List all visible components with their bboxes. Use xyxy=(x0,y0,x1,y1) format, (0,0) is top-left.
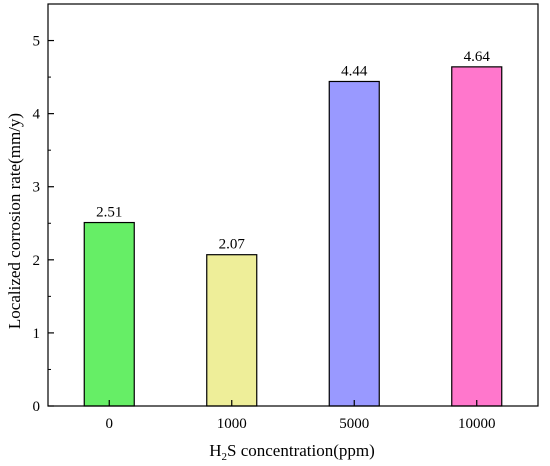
x-axis-title-subscript: 2 xyxy=(222,451,228,463)
bar-data-label: 2.07 xyxy=(219,237,246,253)
bar xyxy=(328,80,380,407)
y-axis-title: Localized corrosion rate(mm/y) xyxy=(5,113,24,329)
x-tick-label: 0 xyxy=(106,416,114,432)
bar xyxy=(206,254,258,407)
y-tick-label: 0 xyxy=(33,399,41,415)
x-tick-label: 10000 xyxy=(458,416,496,432)
y-tick-label: 1 xyxy=(33,326,41,342)
x-axis-title-prefix: H xyxy=(209,441,221,460)
bar xyxy=(83,221,135,407)
y-tick-label: 3 xyxy=(33,180,41,196)
bar xyxy=(451,66,503,407)
x-tick-label: 5000 xyxy=(339,416,369,432)
bar-data-label: 4.64 xyxy=(464,49,491,65)
bar-data-label: 4.44 xyxy=(341,63,368,79)
labels-layer: 0 1 2 3 4 5 2.51 0 2.07 1000 4.44 5000 4.64 10000 xyxy=(33,34,496,432)
y-tick-label: 4 xyxy=(33,107,41,123)
bars-layer xyxy=(83,66,503,407)
y-tick-label: 5 xyxy=(33,34,41,50)
bar-data-label: 2.51 xyxy=(96,205,122,221)
x-axis-title-suffix: S concentration(ppm) xyxy=(227,441,375,460)
plot-frame xyxy=(47,3,539,407)
x-axis-title: H2S concentration(ppm) xyxy=(209,441,375,463)
x-tick-label: 1000 xyxy=(217,416,247,432)
y-tick-label: 2 xyxy=(33,253,41,269)
